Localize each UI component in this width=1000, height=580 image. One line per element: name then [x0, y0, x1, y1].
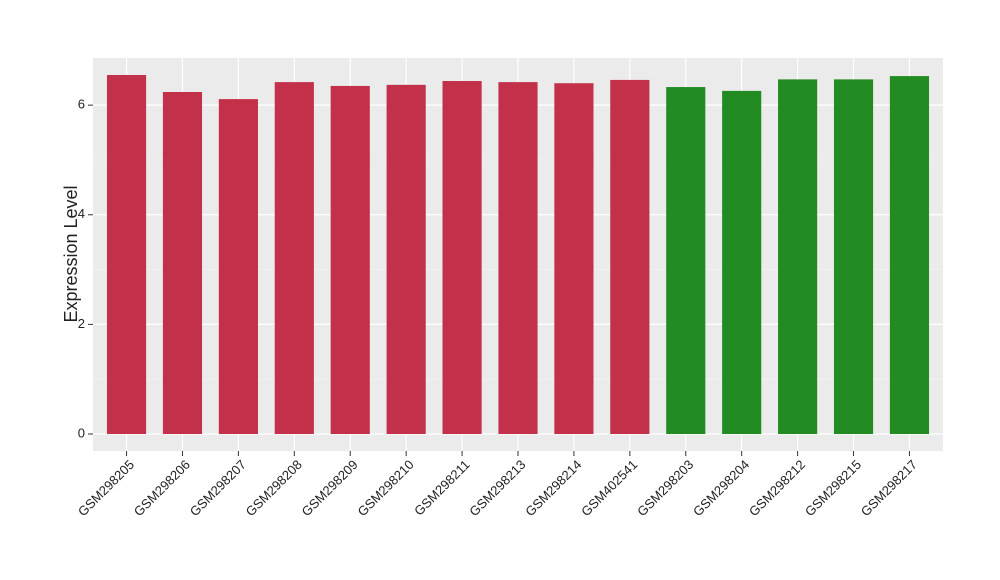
- y-tick-label: 6: [78, 97, 85, 112]
- x-tick-label: GSM298211: [411, 457, 473, 519]
- bar: [162, 91, 203, 435]
- bar: [889, 76, 930, 435]
- bar: [666, 87, 706, 435]
- x-tick-label: GSM298215: [802, 457, 864, 519]
- x-tick-label: GSM298210: [354, 457, 416, 519]
- bar: [722, 90, 762, 435]
- bar: [218, 99, 258, 435]
- x-tick-label: GSM402541: [578, 457, 640, 519]
- x-tick-label: GSM298209: [299, 457, 361, 519]
- x-tick-label: GSM298208: [243, 457, 305, 519]
- bar: [833, 79, 874, 435]
- x-tick-label: GSM298217: [858, 457, 920, 519]
- x-tick-label: GSM298212: [746, 457, 808, 519]
- bar: [498, 82, 538, 435]
- y-tick-label: 2: [78, 316, 85, 331]
- bar: [442, 81, 482, 435]
- y-axis-label: Expression Level: [61, 185, 81, 322]
- x-tick-label: GSM298206: [131, 457, 193, 519]
- x-tick-label: GSM298213: [466, 457, 528, 519]
- y-tick-label: 4: [78, 206, 85, 221]
- x-tick-label: GSM298207: [187, 457, 249, 519]
- x-tick-label: GSM298203: [634, 457, 696, 519]
- bar: [386, 84, 426, 435]
- x-tick-label: GSM298214: [522, 457, 584, 519]
- bar: [330, 85, 370, 435]
- x-tick-label: GSM298205: [75, 457, 137, 519]
- bar: [610, 79, 650, 435]
- bar: [778, 79, 818, 435]
- bar: [106, 74, 147, 435]
- y-tick-label: 0: [78, 425, 85, 440]
- bar: [554, 83, 594, 435]
- bar: [274, 82, 314, 435]
- x-tick-label: GSM298204: [690, 457, 752, 519]
